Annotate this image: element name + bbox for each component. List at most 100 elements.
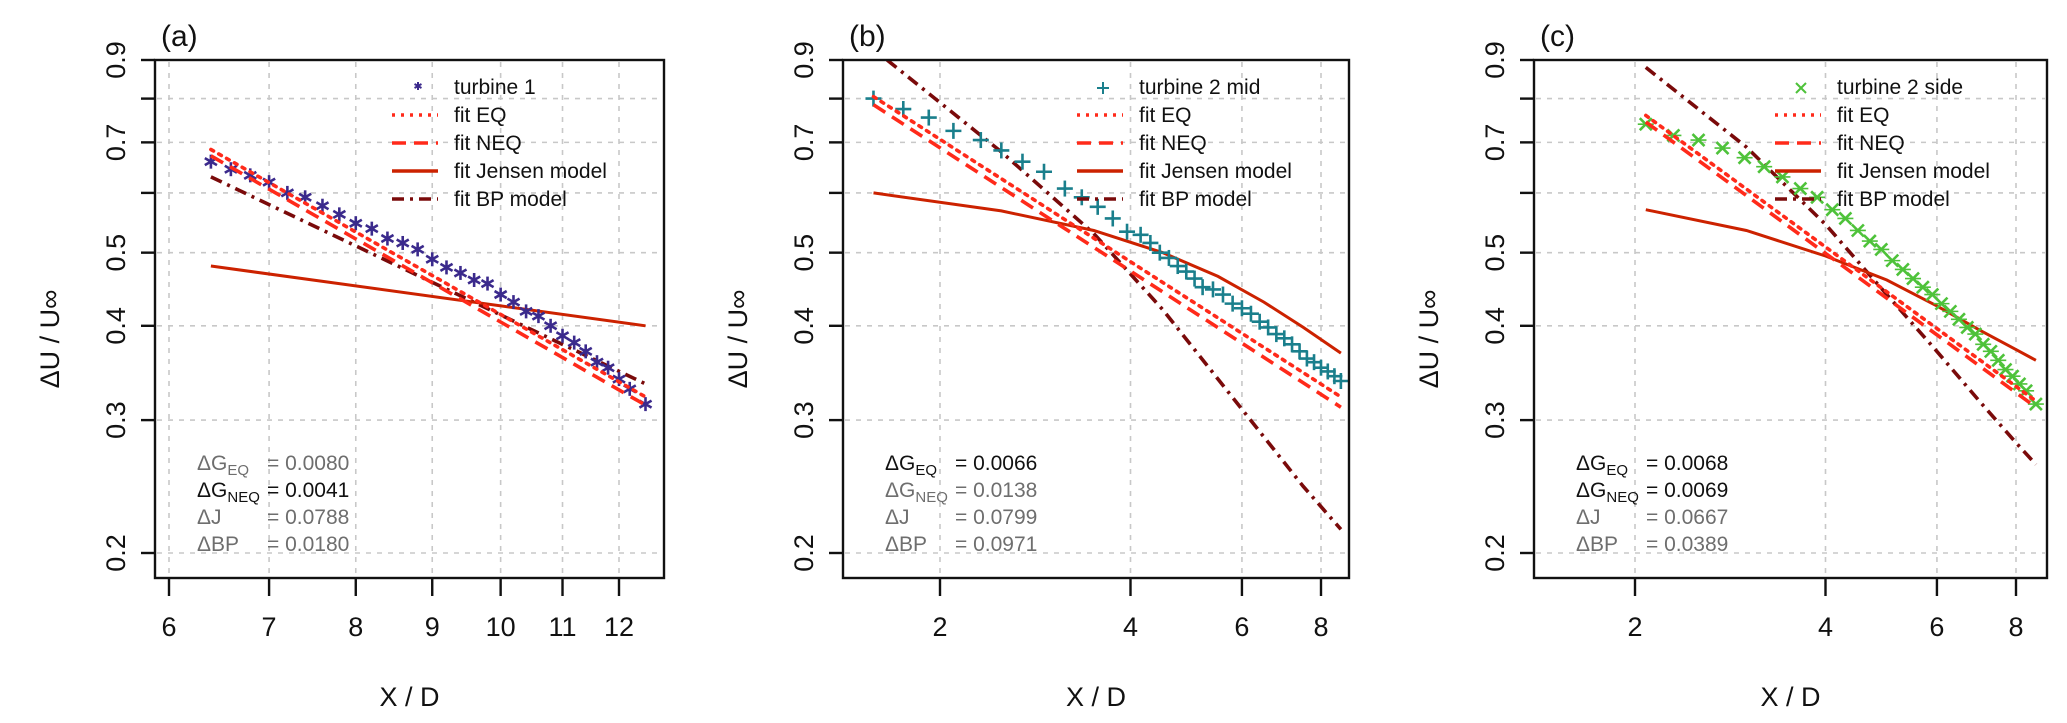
stat-label: ΔBP [885,533,927,556]
legend-label: fit BP model [454,188,567,211]
legend-label: fit BP model [1139,188,1252,211]
data-point [972,132,989,149]
legend-item: turbine 1 [414,76,536,99]
data-point [480,276,495,291]
stat-value: = 0.0080 [267,452,349,475]
data-point [1119,223,1136,240]
data-point [1104,210,1121,227]
data-point [410,242,425,257]
data-point [945,122,962,139]
grid [1536,62,2045,576]
data-point [1132,226,1149,243]
data-point [365,221,379,236]
stat-value: = 0.0138 [955,479,1037,502]
y-tick-label: 0.5 [101,234,131,272]
data-point [349,216,363,231]
data-point [1194,279,1211,296]
x-tick-label: 8 [2008,612,2023,642]
stats-box: ΔGEQ = 0.0068 ΔGNEQ = 0.0069 ΔJ = 0.0667 ΔBP = … [1576,452,1728,556]
series-line-fit-eq [1644,113,2038,403]
legend-label: fit BP model [1837,188,1950,211]
panel-a: 0.2 0.3 0.4 0.5 0.7 0.9 6 7 8 9 10 11 12 X / D ΔU / U∞… [35,20,666,712]
data-point [2004,369,2021,384]
legend-item: fit EQ [392,104,507,127]
stat-value: = 0.0799 [955,506,1037,529]
data-point [315,198,330,213]
series-line-fit-eq [209,147,648,399]
legend-marker-icon [1795,82,1807,94]
stat-label: ΔGEQ [885,452,937,479]
legend-item: fit NEQ [1775,132,1905,155]
y-tick-label: 0.2 [101,534,131,572]
legend-label: fit Jensen model [1139,160,1292,183]
legend-item: turbine 2 side [1795,76,1963,99]
data-point [1714,141,1731,155]
panel-label: (a) [161,20,198,53]
legend-label: fit NEQ [454,132,522,155]
legend-item: fit BP model [392,188,567,211]
data-point [1792,181,1809,196]
x-tick-label: 7 [262,612,277,642]
x-tick-label: 6 [161,612,176,642]
data-point [1142,234,1159,251]
data-point [1736,150,1753,165]
legend-label: fit NEQ [1139,132,1207,155]
stats-box: ΔGEQ = 0.0066 ΔGNEQ = 0.0138 ΔJ = 0.0799 ΔBP = … [885,452,1037,556]
legend-marker-icon [414,82,422,90]
stat-value: = 0.0066 [955,452,1037,475]
series-line-fit-neq [872,103,1342,409]
data-point [1089,198,1106,215]
panel-label: (c) [1540,20,1575,53]
stat-value: = 0.0041 [267,479,349,502]
grid [157,62,662,576]
data-point [1298,350,1315,367]
stat-value: = 0.0069 [1646,479,1728,502]
data-point [1690,133,1707,147]
x-tick-label: 9 [425,612,440,642]
legend: turbine 1 fit EQ fit NEQ fit Jensen model fi… [392,76,607,211]
data-point [519,304,533,319]
data-point [1967,327,1984,342]
stat-label: ΔGEQ [1576,452,1628,479]
series-line-fit-bp-model [1644,65,2038,466]
stat-label: ΔBP [197,533,239,556]
legend-label: fit EQ [1837,104,1890,127]
y-tick-label: 0.7 [101,124,131,162]
data-point [555,328,570,343]
legend-label: turbine 2 mid [1139,76,1260,99]
series-line-fit-neq [210,154,647,407]
legend-label: turbine 2 side [1837,76,1963,99]
data-point [2027,397,2044,412]
y-axis-title: ΔU / U∞ [35,290,65,389]
data-point [1224,295,1241,312]
legend-label: fit EQ [1139,104,1192,127]
data-point [1214,286,1231,303]
data-point [1982,344,1999,359]
x-tick-label: 2 [932,612,947,642]
data-point [543,318,558,333]
y-tick-label: 0.2 [1480,534,1510,572]
series-group [1637,65,2044,466]
data-point [1242,305,1259,322]
y-tick-label: 0.3 [1480,401,1510,439]
x-axis-title: X / D [1066,682,1126,712]
legend-label: fit Jensen model [454,160,607,183]
plot-frame [841,58,1351,580]
stat-value: = 0.0971 [955,533,1037,556]
data-point [1332,373,1349,390]
x-tick-label: 4 [1123,612,1138,642]
data-point [1169,258,1186,275]
data-point [1160,249,1177,266]
y-axis-title: ΔU / U∞ [723,290,753,389]
x-tick-label: 6 [1234,612,1249,642]
series-line-fit-jensen-model [873,191,1342,355]
y-tick-label: 0.9 [101,41,131,79]
stat-label: ΔJ [197,506,222,529]
x-tick-label: 8 [348,612,363,642]
x-tick-label: 8 [1313,612,1328,642]
y-tick-label: 0.9 [1480,41,1510,79]
series-line-fit-jensen-model [210,264,646,328]
legend: turbine 2 mid fit EQ fit NEQ fit Jensen mod… [1077,76,1292,211]
data-point [1014,153,1031,170]
